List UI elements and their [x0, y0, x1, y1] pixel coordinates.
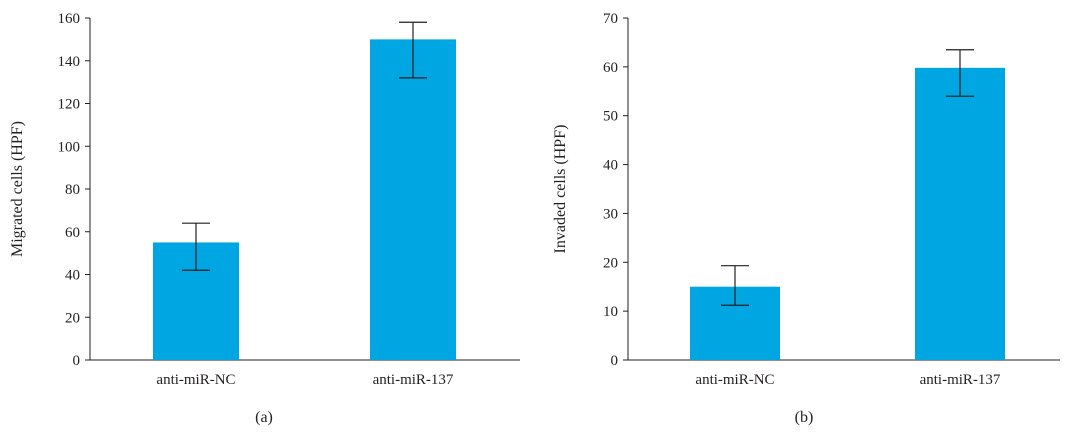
- y-tick-label: 80: [65, 182, 80, 198]
- panel-a: 0 20 40 60 80 100 120 140 160 anti-miR-NC anti-miR…: [9, 11, 520, 426]
- x-tick-label: anti-miR-NC: [695, 372, 774, 388]
- y-axis-title: Invaded cells (HPF): [552, 125, 569, 254]
- bar: [915, 67, 1005, 360]
- bar: [370, 39, 456, 360]
- panel-label: (a): [255, 409, 273, 426]
- y-tick-label: 10: [603, 304, 618, 320]
- panel-label: (b): [795, 409, 814, 426]
- y-tick-label: 140: [58, 54, 81, 70]
- y-tick-label: 60: [603, 60, 618, 76]
- y-tick-label: 40: [65, 268, 80, 284]
- x-tick-label: anti-miR-NC: [156, 372, 235, 388]
- x-tick-label: anti-miR-137: [920, 372, 1001, 388]
- y-tick-label: 70: [603, 11, 618, 27]
- y-tick-label: 30: [603, 206, 618, 222]
- y-tick-label: 120: [58, 97, 81, 113]
- y-tick-label: 0: [73, 353, 81, 369]
- y-tick-label: 100: [58, 139, 81, 155]
- y-tick-label: 20: [65, 310, 80, 326]
- panel-b: 0 10 20 30 40 50 60 70 anti-miR-NC anti-miR-137 In…: [552, 11, 1060, 426]
- y-axis-title: Migrated cells (HPF): [9, 121, 26, 257]
- x-tick-label: anti-miR-137: [373, 372, 454, 388]
- y-tick-label: 160: [58, 11, 81, 27]
- y-tick-label: 20: [603, 255, 618, 271]
- y-tick-label: 0: [611, 353, 619, 369]
- y-tick-label: 60: [65, 225, 80, 241]
- y-tick-label: 40: [603, 158, 618, 174]
- y-tick-label: 50: [603, 109, 618, 125]
